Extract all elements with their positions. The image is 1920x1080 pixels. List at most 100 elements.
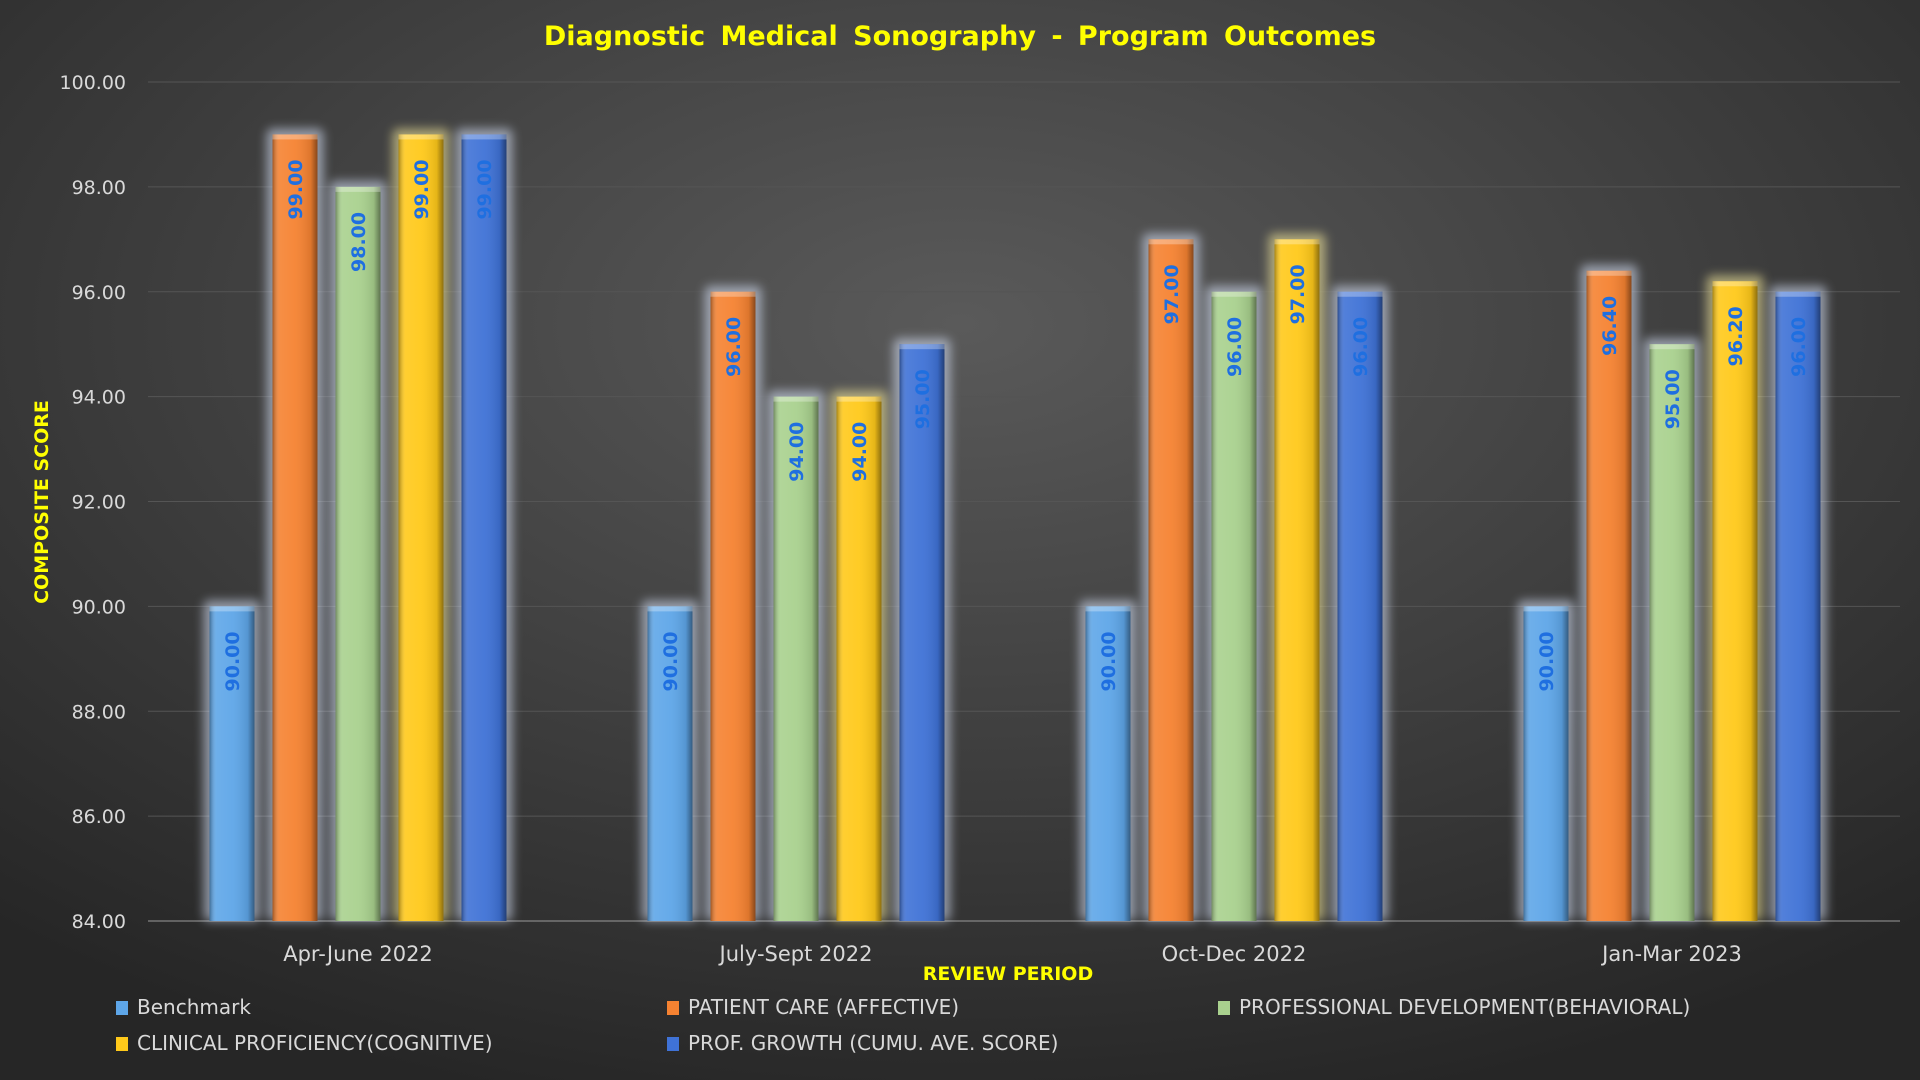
bar-bevel (272, 134, 318, 921)
bar-bevel (773, 396, 819, 921)
data-label: 96.20 (1725, 306, 1747, 366)
legend-swatch (667, 1001, 679, 1015)
data-label: 95.00 (1662, 369, 1684, 429)
bar: 94.00 (767, 390, 825, 921)
data-label: 97.00 (1287, 264, 1309, 324)
bar-bevel (1211, 291, 1257, 921)
legend-item: Benchmark (116, 995, 251, 1019)
bar-top-bevel (899, 344, 945, 350)
y-tick-label: 100.00 (60, 72, 126, 94)
bar: 90.00 (1079, 600, 1137, 921)
bar: 94.00 (830, 390, 888, 921)
legend-item: PROFESSIONAL DEVELOPMENT(BEHAVIORAL) (1218, 995, 1690, 1019)
data-label: 99.00 (474, 159, 496, 219)
bar: 96.00 (1769, 285, 1827, 921)
data-label: 90.00 (1098, 631, 1120, 691)
bar-bevel (836, 396, 882, 921)
bar-top-bevel (1211, 291, 1257, 297)
y-tick-label: 98.00 (72, 177, 126, 199)
bar-bevel (461, 134, 507, 921)
data-label: 97.00 (1161, 264, 1183, 324)
legend-label: PROF. GROWTH (CUMU. AVE. SCORE) (688, 1031, 1058, 1055)
data-label: 98.00 (348, 212, 370, 272)
y-tick-label: 86.00 (72, 806, 126, 828)
bar-top-bevel (773, 396, 819, 402)
y-tick-label: 96.00 (72, 282, 126, 304)
x-tick-label: Apr-June 2022 (283, 942, 433, 966)
data-label: 96.00 (1788, 317, 1810, 377)
bar-top-bevel (710, 291, 756, 297)
x-axis-title: REVIEW PERIOD (923, 963, 1093, 985)
bar-bevel (1148, 239, 1194, 921)
bar-bevel (1337, 291, 1383, 921)
y-tick-label: 90.00 (72, 596, 126, 618)
y-tick-label: 94.00 (72, 387, 126, 409)
bar-bevel (1775, 291, 1821, 921)
bar-top-bevel (1085, 606, 1131, 612)
x-tick-label: July-Sept 2022 (718, 942, 873, 966)
bar-bevel (398, 134, 444, 921)
bar-top-bevel (1523, 606, 1569, 612)
bar: 96.00 (1205, 285, 1263, 921)
bar: 90.00 (641, 600, 699, 921)
data-label: 96.00 (1224, 317, 1246, 377)
data-label: 95.00 (912, 369, 934, 429)
x-tick-label: Jan-Mar 2023 (1600, 942, 1742, 966)
bar-bevel (647, 606, 693, 921)
y-tick-label: 84.00 (72, 911, 126, 933)
legend-label: CLINICAL PROFICIENCY(COGNITIVE) (137, 1031, 493, 1055)
bar-bevel (1085, 606, 1131, 921)
bar-bevel (1586, 270, 1632, 921)
bar-bevel (1523, 606, 1569, 921)
y-axis-title: COMPOSITE SCORE (31, 400, 53, 604)
bar-bevel (335, 186, 381, 921)
y-tick-label: 92.00 (72, 492, 126, 514)
bar-top-bevel (209, 606, 255, 612)
legend-item: PATIENT CARE (AFFECTIVE) (667, 995, 959, 1019)
bar-top-bevel (461, 134, 507, 140)
data-label: 96.40 (1599, 296, 1621, 356)
data-label: 90.00 (222, 631, 244, 691)
bar: 98.00 (329, 180, 387, 921)
bar: 95.00 (893, 338, 951, 921)
bar: 99.00 (392, 128, 450, 921)
bar: 95.00 (1643, 338, 1701, 921)
bar-top-bevel (398, 134, 444, 140)
legend-label: PATIENT CARE (AFFECTIVE) (688, 995, 959, 1019)
legend-swatch (1218, 1001, 1230, 1015)
data-label: 90.00 (660, 631, 682, 691)
legend-swatch (116, 1001, 128, 1015)
bar-bevel (1712, 281, 1758, 921)
bar: 96.40 (1580, 264, 1638, 921)
bar-top-bevel (1712, 281, 1758, 287)
data-label: 96.00 (1350, 317, 1372, 377)
data-label: 96.00 (723, 317, 745, 377)
chart-title: Diagnostic Medical Sonography - Program … (544, 21, 1376, 52)
bar-top-bevel (1274, 239, 1320, 245)
x-tick-label: Oct-Dec 2022 (1162, 942, 1307, 966)
bar-bevel (899, 344, 945, 921)
data-label: 94.00 (786, 422, 808, 482)
data-label: 99.00 (285, 159, 307, 219)
bar: 90.00 (1517, 600, 1575, 921)
bar-top-bevel (1649, 344, 1695, 350)
bar-top-bevel (272, 134, 318, 140)
legend-label: PROFESSIONAL DEVELOPMENT(BEHAVIORAL) (1239, 995, 1690, 1019)
bar-top-bevel (647, 606, 693, 612)
legend-swatch (667, 1037, 679, 1051)
bar-top-bevel (1775, 291, 1821, 297)
bar: 97.00 (1142, 233, 1200, 921)
bar-bevel (209, 606, 255, 921)
bar: 99.00 (455, 128, 513, 921)
legend-label: Benchmark (137, 995, 251, 1019)
data-label: 99.00 (411, 159, 433, 219)
bar-top-bevel (335, 186, 381, 192)
bar-top-bevel (1148, 239, 1194, 245)
bar-bevel (710, 291, 756, 921)
y-tick-label: 88.00 (72, 701, 126, 723)
bar: 96.00 (704, 285, 762, 921)
bar-bevel (1274, 239, 1320, 921)
legend-item: PROF. GROWTH (CUMU. AVE. SCORE) (667, 1031, 1058, 1055)
data-label: 90.00 (1536, 631, 1558, 691)
